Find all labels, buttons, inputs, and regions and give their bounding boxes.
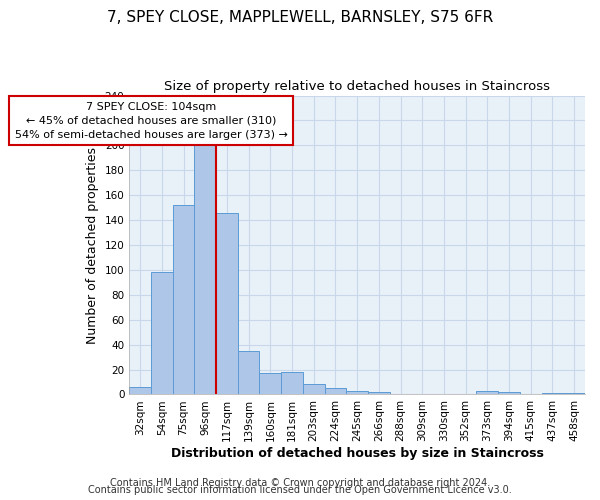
Bar xyxy=(325,388,346,394)
Bar xyxy=(303,384,325,394)
Bar xyxy=(194,146,216,394)
Bar xyxy=(368,392,389,394)
Bar xyxy=(216,212,238,394)
Text: 7, SPEY CLOSE, MAPPLEWELL, BARNSLEY, S75 6FR: 7, SPEY CLOSE, MAPPLEWELL, BARNSLEY, S75… xyxy=(107,10,493,25)
Bar xyxy=(259,374,281,394)
Bar xyxy=(238,351,259,395)
Text: Contains public sector information licensed under the Open Government Licence v3: Contains public sector information licen… xyxy=(88,485,512,495)
Y-axis label: Number of detached properties: Number of detached properties xyxy=(86,146,99,344)
Bar xyxy=(563,393,585,394)
Text: Contains HM Land Registry data © Crown copyright and database right 2024.: Contains HM Land Registry data © Crown c… xyxy=(110,478,490,488)
Title: Size of property relative to detached houses in Staincross: Size of property relative to detached ho… xyxy=(164,80,550,93)
Bar xyxy=(173,205,194,394)
Bar xyxy=(498,392,520,394)
Bar xyxy=(346,390,368,394)
Bar xyxy=(129,387,151,394)
Bar xyxy=(281,372,303,394)
Bar xyxy=(151,272,173,394)
Bar xyxy=(476,390,498,394)
Bar xyxy=(542,393,563,394)
Text: 7 SPEY CLOSE: 104sqm
← 45% of detached houses are smaller (310)
54% of semi-deta: 7 SPEY CLOSE: 104sqm ← 45% of detached h… xyxy=(14,102,287,140)
X-axis label: Distribution of detached houses by size in Staincross: Distribution of detached houses by size … xyxy=(171,447,544,460)
